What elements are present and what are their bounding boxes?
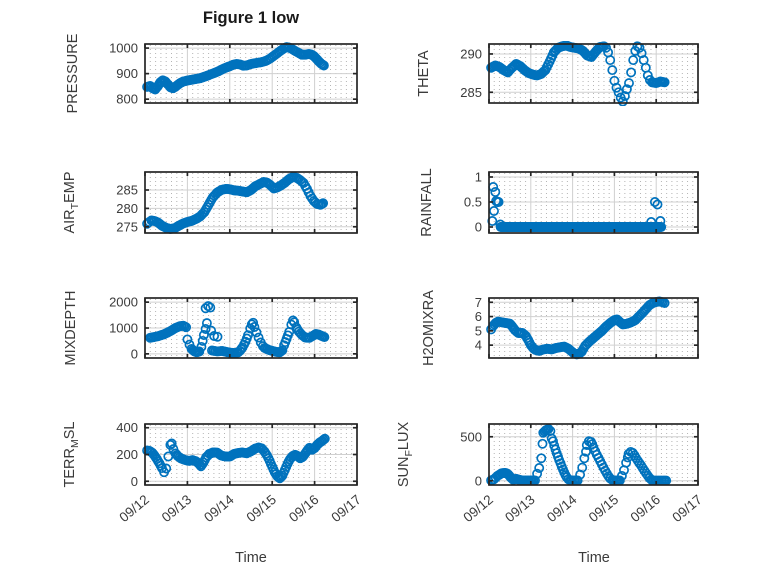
x-tick-label: 09/17 [669, 492, 705, 525]
y-axis-label: MIXDEPTH [63, 291, 79, 366]
data-markers [142, 433, 330, 484]
time-axis-label-right: Time [578, 550, 610, 566]
axes-frame [488, 171, 699, 234]
y-tick-label: 5 [475, 323, 482, 338]
subplot-terr_msl: 0 200 400 09/12 09/13 09/14 09/15 09/16 09/17 TER… [62, 420, 364, 525]
y-tick-label: 0.5 [464, 195, 482, 210]
y-tick-label: 400 [116, 420, 138, 435]
y-axis-label: THETA [416, 50, 432, 97]
data-markers [486, 41, 670, 106]
y-tick-label: 6 [475, 309, 482, 324]
x-tick-label: 09/14 [201, 492, 237, 526]
axes-frame [144, 297, 358, 359]
subplot-sun_flux: 0 500 09/12 09/13 09/14 09/15 09/16 09/17 SUNFLU… [396, 422, 705, 525]
axes-frame [144, 43, 358, 104]
x-tick-labels: 09/12 09/13 09/14 09/15 09/16 09/17 [460, 492, 705, 526]
x-tick-label: 09/16 [286, 492, 322, 525]
y-tick-label: 1000 [109, 41, 138, 56]
data-markers [145, 301, 330, 359]
subplot-air_temp: 275 280 285 AIRTEMP [62, 171, 358, 235]
x-tick-label: 09/12 [116, 492, 152, 525]
y-tick-label: 0 [131, 346, 138, 361]
time-axis-label-left: Time [235, 550, 267, 566]
minor-grid [493, 299, 694, 357]
axes-frame [488, 423, 699, 486]
y-tick-labels: 00.51 [464, 170, 482, 235]
x-tick-labels: 09/12 09/13 09/14 09/15 09/16 09/17 [116, 492, 364, 526]
data-markers [142, 42, 329, 95]
y-tick-label: 800 [116, 92, 138, 107]
y-tick-label: 0 [131, 474, 138, 489]
data-markers [487, 182, 667, 232]
y-tick-label: 280 [116, 201, 138, 216]
axes-frame [488, 297, 699, 359]
subplot-theta: 285 290 THETA [416, 41, 699, 106]
y-tick-labels: 285 290 [460, 46, 482, 99]
y-tick-label: 275 [116, 219, 138, 234]
y-tick-label: 900 [116, 66, 138, 81]
data-markers [486, 424, 672, 486]
major-grid [145, 44, 357, 103]
axes-frame [488, 43, 699, 104]
data-markers [142, 171, 329, 234]
x-tick-label: 09/13 [502, 492, 538, 525]
y-axis-label: SUNFLUX [396, 422, 415, 488]
subplot-mixdepth: 0 1000 2000 MIXDEPTH [63, 291, 358, 366]
axes-frame [144, 171, 358, 234]
y-tick-label: 200 [116, 447, 138, 462]
y-tick-label: 285 [460, 85, 482, 100]
y-tick-label: 290 [460, 46, 482, 61]
y-tick-label: 1 [475, 170, 482, 185]
y-tick-label: 2000 [109, 295, 138, 310]
y-tick-label: 7 [475, 295, 482, 310]
y-axis-label: AIRTEMP [62, 171, 81, 233]
axes-frame [144, 423, 358, 486]
x-tick-label: 09/15 [244, 492, 280, 525]
figure-title: Figure 1 low [202, 9, 300, 27]
y-tick-label: 0 [475, 220, 482, 235]
x-tick-label: 09/16 [628, 492, 664, 525]
y-axis-label: H2OMIXRA [421, 290, 437, 366]
y-tick-labels: 800 900 1000 [109, 41, 138, 107]
y-tick-labels: 0 1000 2000 [109, 295, 138, 362]
y-axis-label: PRESSURE [65, 33, 81, 113]
y-tick-label: 500 [460, 429, 482, 444]
x-tick-label: 09/17 [328, 492, 364, 525]
y-tick-labels: 275 280 285 [116, 183, 138, 235]
y-tick-labels: 0 500 [460, 429, 482, 488]
x-tick-label: 09/14 [544, 492, 580, 526]
x-tick-label: 09/13 [159, 492, 195, 525]
y-axis-label: TERRMSL [62, 422, 81, 488]
y-tick-label: 0 [475, 473, 482, 488]
y-tick-labels: 0 200 400 [116, 420, 138, 489]
y-tick-label: 285 [116, 183, 138, 198]
y-axis-label: RAINFALL [419, 168, 435, 237]
y-tick-label: 4 [475, 338, 482, 353]
subplot-pressure: 800 900 1000 PRESSURE [65, 33, 358, 113]
x-tick-label: 09/15 [586, 492, 622, 525]
x-tick-label: 09/12 [460, 492, 496, 525]
y-tick-label: 1000 [109, 321, 138, 336]
